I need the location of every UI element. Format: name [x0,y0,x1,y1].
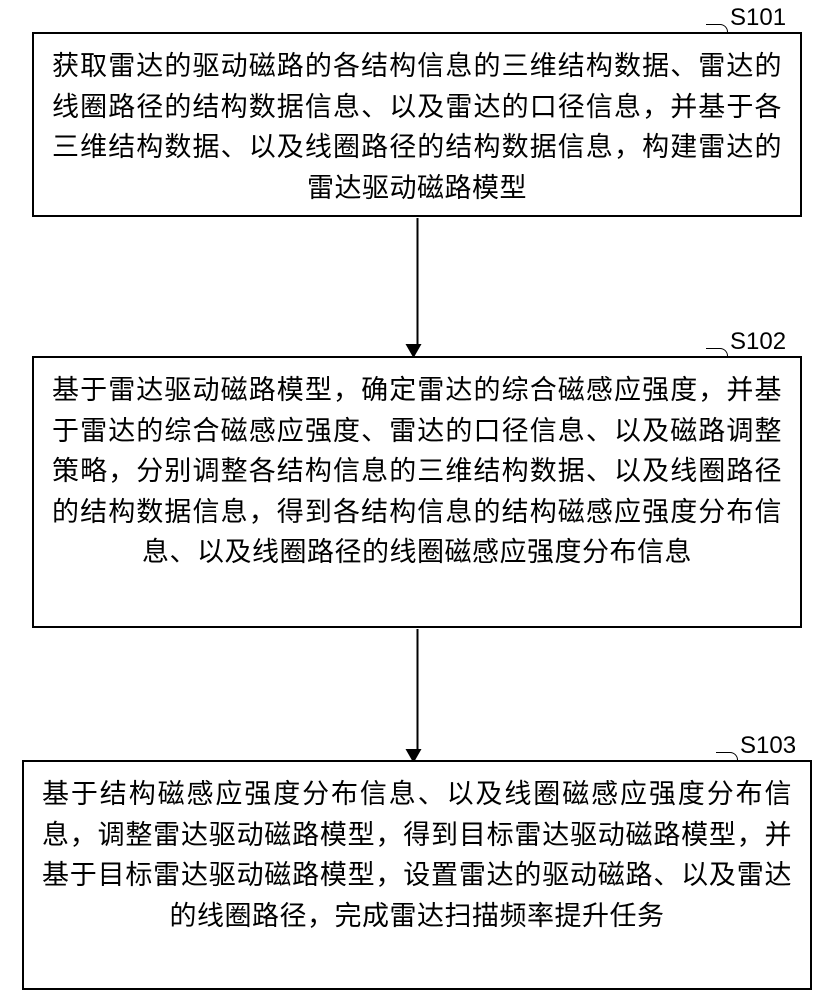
step-label-text: S101 [730,4,786,31]
step-label-text: S103 [740,732,796,759]
step-text-s102: 基于雷达驱动磁路模型，确定雷达的综合磁感应强度，并基于雷达的综合磁感应强度、雷达… [52,375,782,567]
step-label-s102: S102 [730,328,786,356]
label-connector-s101 [706,24,728,32]
label-connector-s103 [716,752,738,760]
step-box-s102: 基于雷达驱动磁路模型，确定雷达的综合磁感应强度，并基于雷达的综合磁感应强度、雷达… [32,356,802,628]
step-text-s103: 基于结构磁感应强度分布信息、以及线圈磁感应强度分布信息，调整雷达驱动磁路模型，得… [42,779,792,931]
step-text-s101: 获取雷达的驱动磁路的各结构信息的三维结构数据、雷达的线圈路径的结构数据信息、以及… [52,51,782,203]
step-label-s101: S101 [730,4,786,32]
arrow-line-1 [416,218,418,344]
step-box-s101: 获取雷达的驱动磁路的各结构信息的三维结构数据、雷达的线圈路径的结构数据信息、以及… [32,32,802,217]
step-label-text: S102 [730,328,786,355]
arrow-line-2 [416,629,418,749]
step-label-s103: S103 [740,732,796,760]
arrow-1 [413,218,422,358]
flowchart-container: S101 获取雷达的驱动磁路的各结构信息的三维结构数据、雷达的线圈路径的结构数据… [0,0,834,1000]
step-box-s103: 基于结构磁感应强度分布信息、以及线圈磁感应强度分布信息，调整雷达驱动磁路模型，得… [22,760,812,990]
label-connector-s102 [706,348,728,356]
arrow-2 [413,629,422,763]
